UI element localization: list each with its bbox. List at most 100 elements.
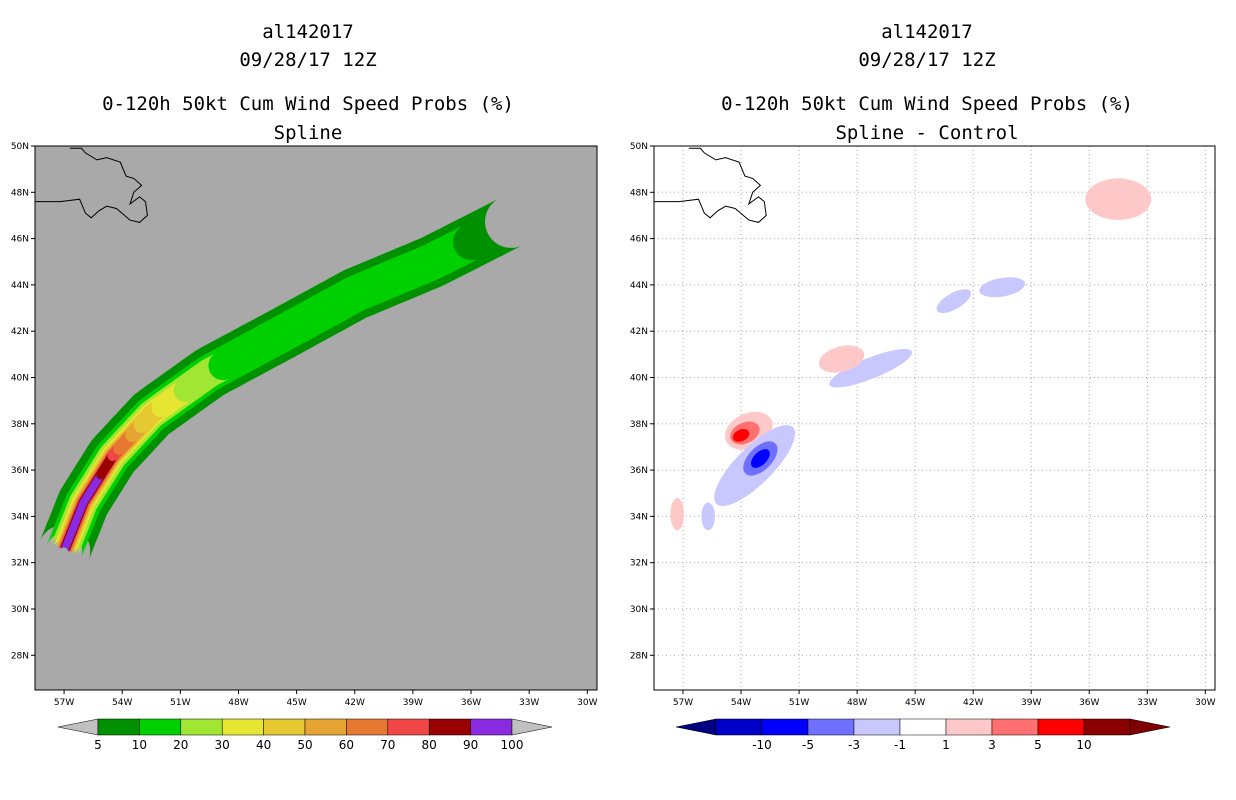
x-tick-label: 45W bbox=[905, 698, 925, 708]
right-colorbar-swatch bbox=[945, 718, 993, 736]
left-coastline-newfoundland bbox=[35, 147, 148, 223]
y-tick-label: 40N bbox=[11, 373, 29, 383]
left-colorbar-label: 70 bbox=[380, 738, 395, 752]
y-tick-label: 50N bbox=[11, 142, 29, 152]
right-colorbar-over-arrow bbox=[1129, 718, 1171, 736]
y-tick-label: 46N bbox=[630, 235, 648, 245]
y-tick-label: 34N bbox=[630, 512, 648, 522]
x-tick-label: 48W bbox=[847, 698, 867, 708]
y-tick-label: 32N bbox=[11, 559, 29, 569]
right-colorbar-swatch bbox=[991, 718, 1039, 736]
right-colorbar-swatch bbox=[807, 718, 855, 736]
left-probability-field bbox=[39, 199, 522, 561]
right-colorbar-label: 3 bbox=[988, 738, 996, 752]
x-tick-label: 36W bbox=[461, 698, 481, 708]
left-colorbar-label: 40 bbox=[256, 738, 271, 752]
prob-contour-90pct bbox=[60, 473, 104, 553]
y-tick-label: 48N bbox=[630, 188, 648, 198]
left-colorbar-label: 50 bbox=[297, 738, 312, 752]
x-tick-label: 48W bbox=[228, 698, 248, 708]
y-tick-label: 36N bbox=[630, 466, 648, 476]
left-colorbar-label: 10 bbox=[132, 738, 147, 752]
right-plot-frame bbox=[653, 145, 1216, 691]
y-tick-label: 50N bbox=[630, 142, 648, 152]
x-tick-label: 54W bbox=[731, 698, 751, 708]
right-difference-field bbox=[670, 178, 1152, 531]
left-colorbar-label: 90 bbox=[463, 738, 478, 752]
x-tick-label: 57W bbox=[673, 698, 693, 708]
diff-blob-positive-5 bbox=[732, 428, 750, 442]
right-colorbar-label: -3 bbox=[848, 738, 860, 752]
left-colorbar-swatch bbox=[387, 718, 430, 736]
right-colorbar-swatch bbox=[1083, 718, 1131, 736]
left-colorbar-swatch bbox=[304, 718, 347, 736]
right-colorbar-swatch bbox=[853, 718, 901, 736]
y-tick-label: 38N bbox=[11, 420, 29, 430]
y-tick-label: 46N bbox=[11, 235, 29, 245]
y-tick-label: 44N bbox=[11, 281, 29, 291]
y-tick-label: 28N bbox=[630, 651, 648, 661]
diff-blob-positive-1 bbox=[670, 497, 684, 531]
x-tick-label: 57W bbox=[54, 698, 74, 708]
right-gridlines bbox=[654, 146, 1215, 690]
y-tick-label: 42N bbox=[11, 327, 29, 337]
right-datetime: 09/28/17 12Z bbox=[858, 49, 995, 71]
right-subtitle: Spline - Control bbox=[835, 122, 1018, 144]
y-tick-label: 32N bbox=[630, 559, 648, 569]
x-tick-label: 42W bbox=[345, 698, 365, 708]
left-axes: 57W 54W 51W 48W 45W 42W 39W 36W 33W 30W 28N 30N 32N 3… bbox=[11, 142, 598, 708]
right-title: 0-120h 50kt Cum Wind Speed Probs (%) bbox=[721, 93, 1133, 115]
left-colorbar-swatch bbox=[97, 718, 140, 736]
x-tick-label: 45W bbox=[286, 698, 306, 708]
left-colorbar-label: 60 bbox=[339, 738, 354, 752]
right-axes: 57W 54W 51W 48W 45W 42W 39W 36W 33W 30W 28N 30N 32N 3… bbox=[630, 142, 1216, 708]
left-colorbar-under-arrow bbox=[57, 718, 99, 736]
left-plot-frame bbox=[34, 145, 598, 691]
y-tick-label: 30N bbox=[11, 605, 29, 615]
left-colorbar-swatch bbox=[470, 718, 513, 736]
left-colorbar-label: 100 bbox=[501, 738, 524, 752]
right-colorbar-label: 10 bbox=[1076, 738, 1091, 752]
left-colorbar-swatch bbox=[346, 718, 389, 736]
x-tick-label: 33W bbox=[519, 698, 539, 708]
x-tick-label: 30W bbox=[1195, 698, 1215, 708]
right-colorbar-label: -5 bbox=[802, 738, 814, 752]
x-tick-label: 51W bbox=[170, 698, 190, 708]
y-tick-label: 40N bbox=[630, 373, 648, 383]
left-colorbar-swatch bbox=[428, 718, 471, 736]
left-colorbar-swatch bbox=[180, 718, 223, 736]
x-tick-label: 42W bbox=[963, 698, 983, 708]
right-colorbar-label: 5 bbox=[1034, 738, 1042, 752]
right-storm-id: al142017 bbox=[881, 21, 973, 43]
x-tick-label: 36W bbox=[1079, 698, 1099, 708]
left-title: 0-120h 50kt Cum Wind Speed Probs (%) bbox=[102, 93, 514, 115]
y-tick-label: 44N bbox=[630, 281, 648, 291]
y-tick-label: 42N bbox=[630, 327, 648, 337]
right-colorbar-swatch bbox=[1037, 718, 1085, 736]
y-tick-label: 48N bbox=[11, 188, 29, 198]
diff-blob-negative-m1 bbox=[829, 348, 913, 388]
right-colorbar-under-arrow bbox=[675, 718, 717, 736]
x-tick-label: 54W bbox=[112, 698, 132, 708]
right-colorbar-label: 1 bbox=[942, 738, 950, 752]
left-subtitle: Spline bbox=[274, 122, 343, 144]
left-colorbar-swatch bbox=[221, 718, 264, 736]
x-tick-label: 51W bbox=[789, 698, 809, 708]
x-tick-label: 39W bbox=[1021, 698, 1041, 708]
left-colorbar-label: 5 bbox=[94, 738, 102, 752]
right-colorbar-swatch bbox=[761, 718, 809, 736]
coastline-path bbox=[654, 147, 767, 223]
right-colorbar-label: -1 bbox=[894, 738, 906, 752]
right-colorbar: -10 -5 -3 -1 1 3 5 10 bbox=[675, 718, 1171, 752]
left-colorbar-swatch bbox=[263, 718, 306, 736]
y-tick-label: 38N bbox=[630, 420, 648, 430]
left-colorbar-swatch bbox=[139, 718, 182, 736]
diff-blob-negative-m1 bbox=[936, 289, 971, 314]
x-tick-label: 39W bbox=[403, 698, 423, 708]
diff-blob-negative-m1 bbox=[701, 502, 715, 531]
left-colorbar-label: 20 bbox=[173, 738, 188, 752]
diff-blob-positive-1 bbox=[818, 345, 865, 373]
y-tick-label: 30N bbox=[630, 605, 648, 615]
left-colorbar-label: 80 bbox=[422, 738, 437, 752]
right-colorbar-label: -10 bbox=[752, 738, 772, 752]
